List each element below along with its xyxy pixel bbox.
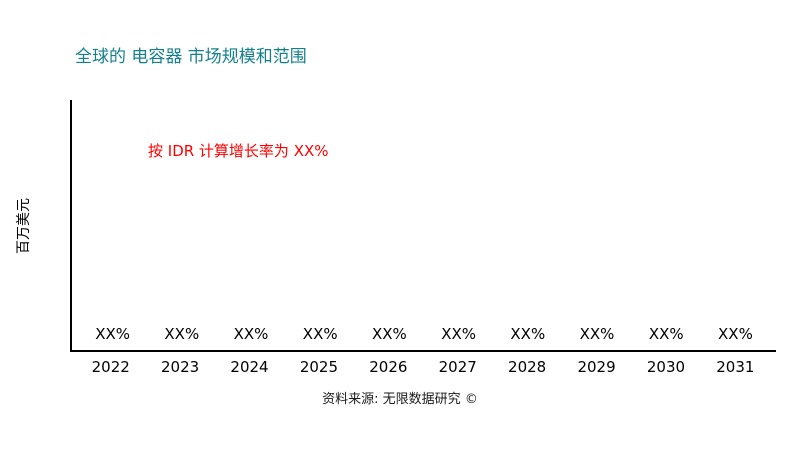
bar-column: XX% xyxy=(147,325,216,350)
x-tick-label: 2025 xyxy=(299,358,339,376)
x-tick-label: 2022 xyxy=(91,358,130,376)
bar-value-label: XX% xyxy=(579,325,615,343)
bar-value-label: XX% xyxy=(718,325,753,343)
bar-column: XX% xyxy=(632,325,701,350)
bar-value-label: XX% xyxy=(510,325,546,343)
bar-column: XX% xyxy=(78,325,147,350)
bar-value-label: XX% xyxy=(441,325,477,343)
bar-column: XX% xyxy=(355,325,424,350)
growth-rate-annotation: 按 IDR 计算增长率为 XX% xyxy=(148,142,329,160)
x-axis-ticks: 2022 2023 2024 2025 2026 2027 2028 2029 2030 2031 xyxy=(70,358,776,376)
bar-value-label: XX% xyxy=(372,325,407,343)
bars-container: XX% XX% XX% XX% XX% XX% XX% XX% XX% XX% xyxy=(72,100,776,350)
source-text: 资料来源: 无限数据研究 © xyxy=(322,392,478,407)
x-tick-label: 2026 xyxy=(369,358,408,376)
bar-value-label: XX% xyxy=(648,325,684,343)
plot-area: XX% XX% XX% XX% XX% XX% XX% XX% XX% XX% xyxy=(70,100,776,352)
chart-title: 全球的 电容器 市场规模和范围 xyxy=(75,47,307,67)
bar-value-label: XX% xyxy=(233,325,269,343)
bar-column: XX% xyxy=(562,325,631,350)
x-tick-label: 2029 xyxy=(577,358,616,376)
x-tick-label: 2031 xyxy=(716,358,755,376)
bar-column: XX% xyxy=(493,325,562,350)
x-tick-label: 2030 xyxy=(646,358,686,376)
x-tick-label: 2024 xyxy=(230,358,269,376)
x-tick-label: 2028 xyxy=(508,358,547,376)
y-axis-label-container: 百万美元 xyxy=(8,100,38,352)
bar-value-label: XX% xyxy=(164,325,200,343)
y-axis-label: 百万美元 xyxy=(16,198,32,254)
bar-value-label: XX% xyxy=(302,325,338,343)
bar-column: XX% xyxy=(216,325,285,350)
x-tick-label: 2023 xyxy=(161,358,200,376)
bar-column: XX% xyxy=(424,325,493,350)
x-tick-label: 2027 xyxy=(438,358,477,376)
bar-value-label: XX% xyxy=(95,325,130,343)
bar-column: XX% xyxy=(286,325,355,350)
bar-column: XX% xyxy=(701,325,770,350)
